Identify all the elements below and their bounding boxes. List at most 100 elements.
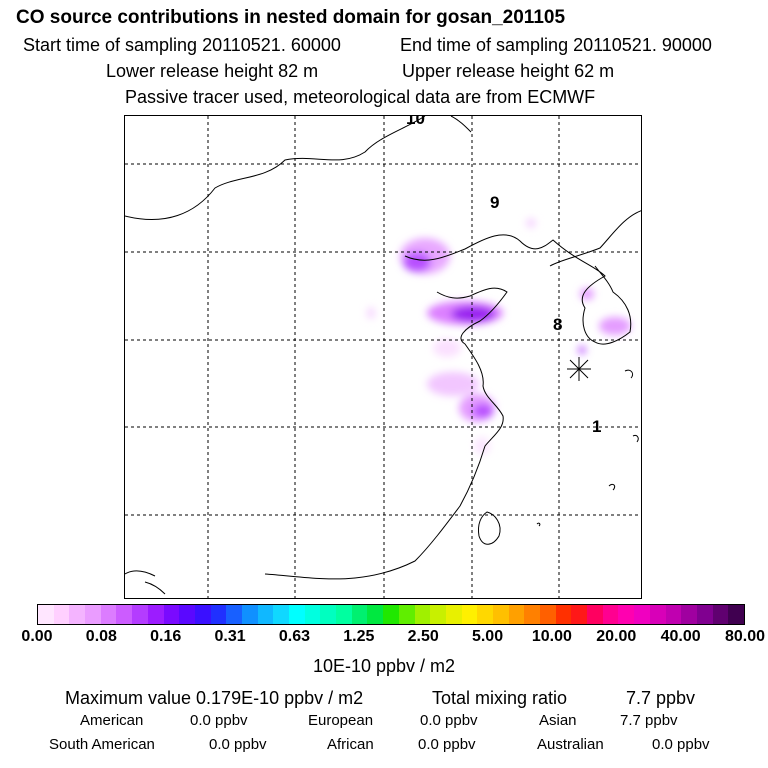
border-line (264, 287, 508, 580)
plume-patch (403, 252, 431, 272)
colorbar-tick-label: 40.00 (660, 628, 701, 645)
island-taiwan (478, 511, 501, 545)
colorbar-segment (492, 605, 509, 624)
colorbar-segment (132, 605, 148, 624)
plume-patch (580, 288, 594, 300)
colorbar-segment (210, 605, 227, 624)
colorbar-segment (351, 605, 368, 624)
colorbar-segment (304, 605, 321, 624)
colorbar-segment (241, 605, 258, 624)
border-line (125, 570, 156, 577)
island (536, 522, 541, 527)
tracer-note: Passive tracer used, meteorological data… (125, 87, 596, 107)
plume-patch (433, 339, 461, 357)
colorbar-tick-label: 20.00 (596, 628, 637, 645)
colorbar-segment (728, 605, 744, 624)
colorbar-segment (69, 605, 86, 624)
colorbar-segment (571, 605, 588, 624)
lat-lon-grid (125, 116, 641, 598)
region-label: American (80, 712, 144, 729)
region-value: 0.0 ppbv (190, 712, 248, 729)
colorbar-segment (85, 605, 101, 624)
colorbar-tick-label: 1.25 (343, 628, 375, 645)
plume-patch (473, 404, 493, 418)
region-label: European (308, 712, 374, 729)
region-label: South American (49, 736, 155, 753)
trajectory-label: 9 (490, 193, 499, 212)
colorbar-segment (53, 605, 70, 624)
region-value: 0.0 ppbv (420, 712, 478, 729)
colorbar-segment (163, 605, 180, 624)
total-mixing-ratio-label: Total mixing ratio (432, 688, 568, 708)
plume-patch (427, 372, 479, 396)
border-line (125, 116, 426, 220)
colorbar (37, 604, 745, 625)
colorbar-segment (602, 605, 619, 624)
colorbar-segment (116, 605, 133, 624)
colorbar-segment (336, 605, 352, 624)
map-panel: 10 9 8 1 (124, 115, 642, 599)
island (608, 483, 616, 491)
colorbar-segment (100, 605, 117, 624)
end-time-label: End time of sampling 20110521. 90000 (400, 35, 712, 55)
colorbar-segment (179, 605, 195, 624)
border-line (144, 581, 166, 595)
colorbar-tick-label: 0.63 (278, 628, 311, 645)
plume-patch (578, 346, 586, 354)
colorbar-segment (147, 605, 164, 624)
maximum-value: Maximum value 0.179E-10 ppbv / m2 (65, 688, 364, 708)
map-canvas: 10 9 8 1 (125, 116, 641, 598)
colorbar-segment (445, 605, 462, 624)
border-line (450, 116, 472, 133)
region-value: 0.0 ppbv (652, 736, 710, 753)
colorbar-tick-label: 0.08 (85, 628, 117, 645)
colorbar-tick-label: 0.31 (214, 628, 246, 645)
colorbar-segment (194, 605, 211, 624)
colorbar-segment (712, 605, 729, 624)
colorbar-segment (587, 605, 603, 624)
region-value: 7.7 ppbv (620, 712, 678, 729)
colorbar-segment (681, 605, 697, 624)
total-mixing-ratio-value: 7.7 ppbv (626, 688, 696, 708)
colorbar-segment (477, 605, 493, 624)
island (632, 435, 639, 443)
plume-patch (474, 437, 490, 455)
colorbar-tick-label: 5.00 (471, 628, 504, 645)
receptor-star-icon (567, 357, 591, 381)
colorbar-segment (383, 605, 399, 624)
colorbar-segment (414, 605, 431, 624)
trajectory-label: 1 (592, 417, 601, 436)
plume-patch (599, 317, 631, 335)
colorbar-tick-label: 2.50 (407, 628, 439, 645)
colorbar-tick-label: 10.00 (531, 628, 572, 645)
colorbar-segment (273, 605, 289, 624)
colorbar-segment (540, 605, 556, 624)
plume-patch (367, 307, 375, 319)
colorbar-tick-label: 0.00 (21, 628, 53, 645)
border-line (404, 234, 632, 345)
colorbar-segment (524, 605, 540, 624)
colorbar-segment (461, 605, 478, 624)
upper-release-height: Upper release height 62 m (402, 61, 615, 81)
colorbar-segment (696, 605, 713, 624)
colorbar-segment (320, 605, 337, 624)
colorbar-segment (367, 605, 384, 624)
coastlines (125, 116, 641, 595)
plot-title: CO source contributions in nested domain… (16, 7, 566, 28)
concentration-field (367, 218, 631, 455)
colorbar-unit-label: 10E-10 ppbv / m2 (312, 656, 456, 676)
region-label: Australian (537, 736, 604, 753)
colorbar-segment (257, 605, 274, 624)
colorbar-segment (226, 605, 242, 624)
start-time-label: Start time of sampling 20110521. 60000 (23, 35, 341, 55)
colorbar-segment (430, 605, 446, 624)
trajectory-label: 10 (406, 116, 425, 128)
region-value: 0.0 ppbv (209, 736, 267, 753)
colorbar-segment (398, 605, 415, 624)
region-label: Asian (539, 712, 577, 729)
border-line (549, 210, 641, 267)
region-value: 0.0 ppbv (418, 736, 476, 753)
island (624, 369, 634, 379)
colorbar-segment (508, 605, 525, 624)
region-label: African (327, 736, 374, 753)
